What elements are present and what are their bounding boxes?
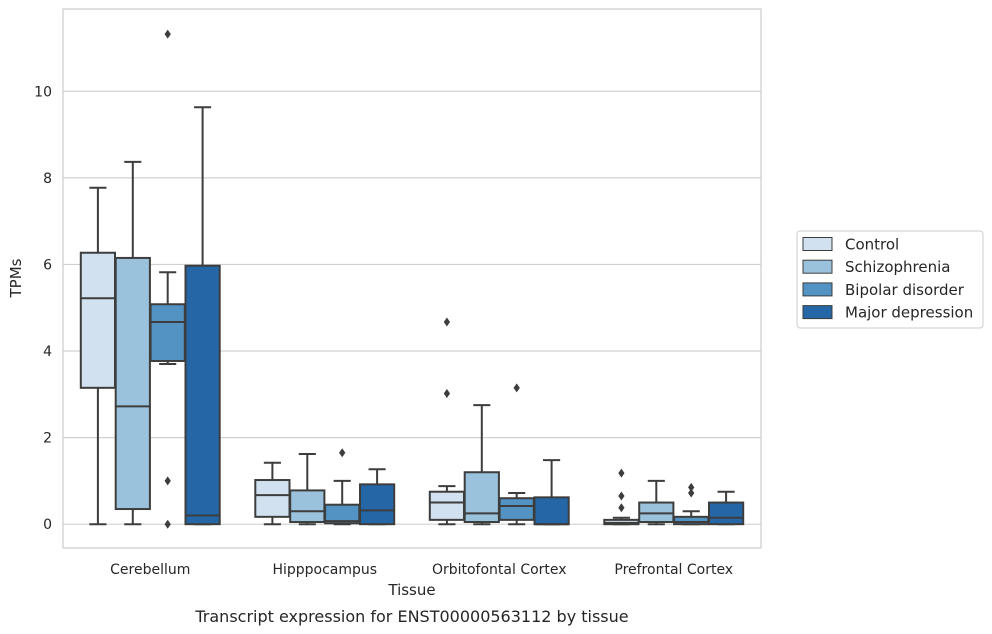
x-tick-label: Prefrontal Cortex bbox=[614, 562, 733, 578]
y-tick-label: 6 bbox=[43, 257, 52, 273]
box-group bbox=[184, 106, 221, 526]
box-group bbox=[533, 459, 570, 526]
box bbox=[149, 303, 186, 362]
legend-label: Major depression bbox=[845, 304, 973, 322]
y-tick-label: 8 bbox=[43, 171, 52, 187]
box bbox=[428, 490, 466, 521]
legend-swatch bbox=[802, 237, 833, 251]
y-tick-label: 10 bbox=[34, 84, 52, 100]
plot-background bbox=[63, 9, 761, 548]
box-group bbox=[707, 490, 745, 526]
box-group bbox=[428, 317, 466, 526]
outlier-point bbox=[164, 476, 171, 486]
outlier-point bbox=[339, 448, 346, 458]
outlier-point bbox=[618, 468, 625, 478]
box-group bbox=[114, 160, 151, 526]
y-tick-label: 4 bbox=[43, 344, 52, 360]
box bbox=[707, 501, 745, 526]
legend-swatch bbox=[802, 259, 833, 274]
box-group bbox=[254, 461, 291, 526]
box bbox=[79, 251, 117, 389]
figure-caption: Transcript expression for ENST0000056311… bbox=[194, 607, 628, 626]
y-axis-label: TPMs bbox=[7, 258, 25, 298]
y-tick-label: 2 bbox=[43, 431, 52, 447]
box-group bbox=[358, 468, 396, 526]
legend-label: Bipolar disorder bbox=[845, 281, 965, 299]
outlier-point bbox=[513, 383, 520, 393]
plot-frame bbox=[62, 8, 762, 549]
legend-frame bbox=[796, 230, 984, 329]
box-group bbox=[498, 383, 535, 526]
box-group bbox=[289, 453, 326, 526]
box-group bbox=[149, 29, 186, 529]
box bbox=[358, 483, 396, 526]
box bbox=[114, 256, 151, 511]
box bbox=[254, 479, 291, 518]
x-tick-label: Hipppocampus bbox=[272, 562, 377, 578]
box bbox=[498, 497, 535, 521]
x-axis-label: Tissue bbox=[387, 581, 435, 599]
outlier-point bbox=[443, 388, 451, 398]
box bbox=[463, 471, 500, 524]
outlier-point bbox=[618, 503, 625, 513]
x-tick-label: Orbitofontal Cortex bbox=[432, 562, 567, 578]
outlier-point bbox=[618, 491, 625, 501]
legend: Control Schizophrenia Bipolar disorder Majo… bbox=[796, 230, 984, 329]
outlier-point bbox=[164, 519, 171, 529]
box-group bbox=[638, 479, 675, 526]
box bbox=[533, 496, 570, 526]
box bbox=[184, 264, 221, 526]
outlier-point bbox=[688, 488, 695, 498]
box-group bbox=[603, 468, 640, 526]
outlier-point bbox=[164, 29, 171, 39]
box bbox=[673, 515, 710, 526]
x-tick-label: Cerebellum bbox=[110, 562, 190, 578]
outlier-point bbox=[688, 482, 695, 492]
legend-swatch bbox=[802, 305, 833, 320]
y-tick-label: 0 bbox=[43, 517, 52, 533]
box-groups bbox=[79, 29, 745, 529]
legend-swatch bbox=[802, 282, 833, 297]
y-axis-ticks: 0 2 4 6 8 10 bbox=[34, 84, 52, 533]
box bbox=[638, 501, 675, 524]
legend-label: Control bbox=[845, 236, 899, 254]
x-axis-ticks: Cerebellum Hipppocampus Orbitofontal Corte… bbox=[110, 562, 733, 578]
box-group bbox=[463, 404, 500, 526]
outlier-point bbox=[443, 317, 451, 327]
box bbox=[289, 489, 326, 524]
legend-label: Schizophrenia bbox=[845, 258, 950, 276]
